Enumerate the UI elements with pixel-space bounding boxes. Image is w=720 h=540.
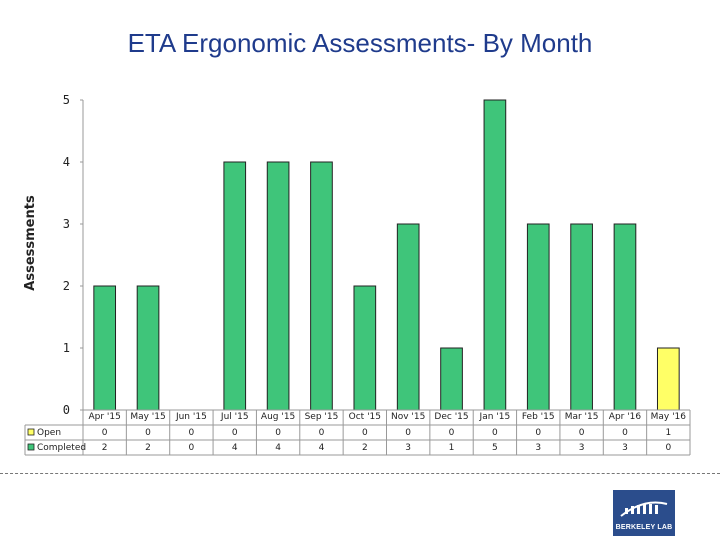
axes-group [82,100,690,411]
category-label: Feb '15 [522,412,555,422]
completed-value: 3 [405,443,411,453]
category-label: May '15 [130,412,165,422]
completed-value: 4 [275,443,281,453]
category-label: Jan '15 [479,412,511,422]
y-tick-label: 4 [63,155,70,169]
open-value: 0 [232,428,238,438]
completed-value: 4 [232,443,238,453]
completed-value: 2 [102,443,108,453]
category-label: Mar '15 [565,412,599,422]
category-label: Dec '15 [434,412,468,422]
open-value: 0 [145,428,151,438]
bar-completed [93,285,117,411]
bars-group [93,99,680,411]
bar-completed [266,161,290,411]
y-axis-label: Assessments [23,195,38,291]
completed-value: 5 [492,443,498,453]
completed-value: 3 [622,443,628,453]
bar-chart: 0 1 2 3 4 5 Apr '15 0 2 May '15 0 2 Jun '15 0 0 Jul '1… [23,93,691,456]
open-value: 0 [492,428,498,438]
open-value: 0 [275,428,281,438]
footer-divider [0,473,720,474]
bar-completed [353,285,377,411]
logo-text: BERKELEY LAB [615,524,673,531]
completed-value: 0 [665,443,671,453]
bar-completed [526,223,550,411]
open-value: 0 [449,428,455,438]
category-label: May '16 [651,412,687,422]
open-value: 0 [189,428,195,438]
y-tick-label: 2 [63,279,70,293]
building-icon [620,501,668,517]
completed-value: 2 [145,443,151,453]
bar-completed [223,161,247,411]
bar-completed [483,99,507,411]
y-tick-label: 1 [63,341,70,355]
y-tick-label: 0 [63,403,70,417]
legend-label-completed: Completed [37,443,86,453]
data-table-group: Apr '15 0 2 May '15 0 2 Jun '15 0 0 Jul '15 0 4 Aug … [24,409,691,456]
berkeley-lab-logo: BERKELEY LAB [613,490,675,536]
completed-value: 0 [189,443,195,453]
open-value: 1 [665,428,671,438]
category-label: Aug '15 [261,412,295,422]
category-label: Jun '15 [175,412,207,422]
legend-swatch-open [27,428,35,436]
bar-completed [613,223,637,411]
category-label: Nov '15 [391,412,425,422]
category-label: Jul '15 [220,412,249,422]
open-value: 0 [535,428,541,438]
legend-label-open: Open [37,428,61,438]
y-tick-label: 3 [63,217,70,231]
bar-completed [570,223,593,411]
open-value: 0 [622,428,628,438]
open-value: 0 [102,428,108,438]
open-value: 0 [319,428,325,438]
y-ticks-group: 0 1 2 3 4 5 [63,93,83,417]
completed-value: 3 [535,443,541,453]
open-value: 0 [405,428,411,438]
legend-swatch-completed [27,443,35,451]
bar-completed [440,347,463,411]
open-value: 0 [579,428,585,438]
category-label: Sep '15 [305,412,339,422]
open-value: 0 [362,428,368,438]
completed-value: 4 [319,443,325,453]
completed-value: 1 [449,443,455,453]
bar-completed [136,285,160,411]
chart-title: ETA Ergonomic Assessments- By Month [127,28,593,58]
category-label: Oct '15 [349,412,381,422]
bar-completed [396,223,420,411]
completed-value: 3 [579,443,585,453]
category-label: Apr '16 [609,412,642,422]
y-tick-label: 5 [63,93,70,107]
completed-value: 2 [362,443,368,453]
bar-open [656,347,680,411]
bar-completed [310,161,333,411]
category-label: Apr '15 [88,412,120,422]
